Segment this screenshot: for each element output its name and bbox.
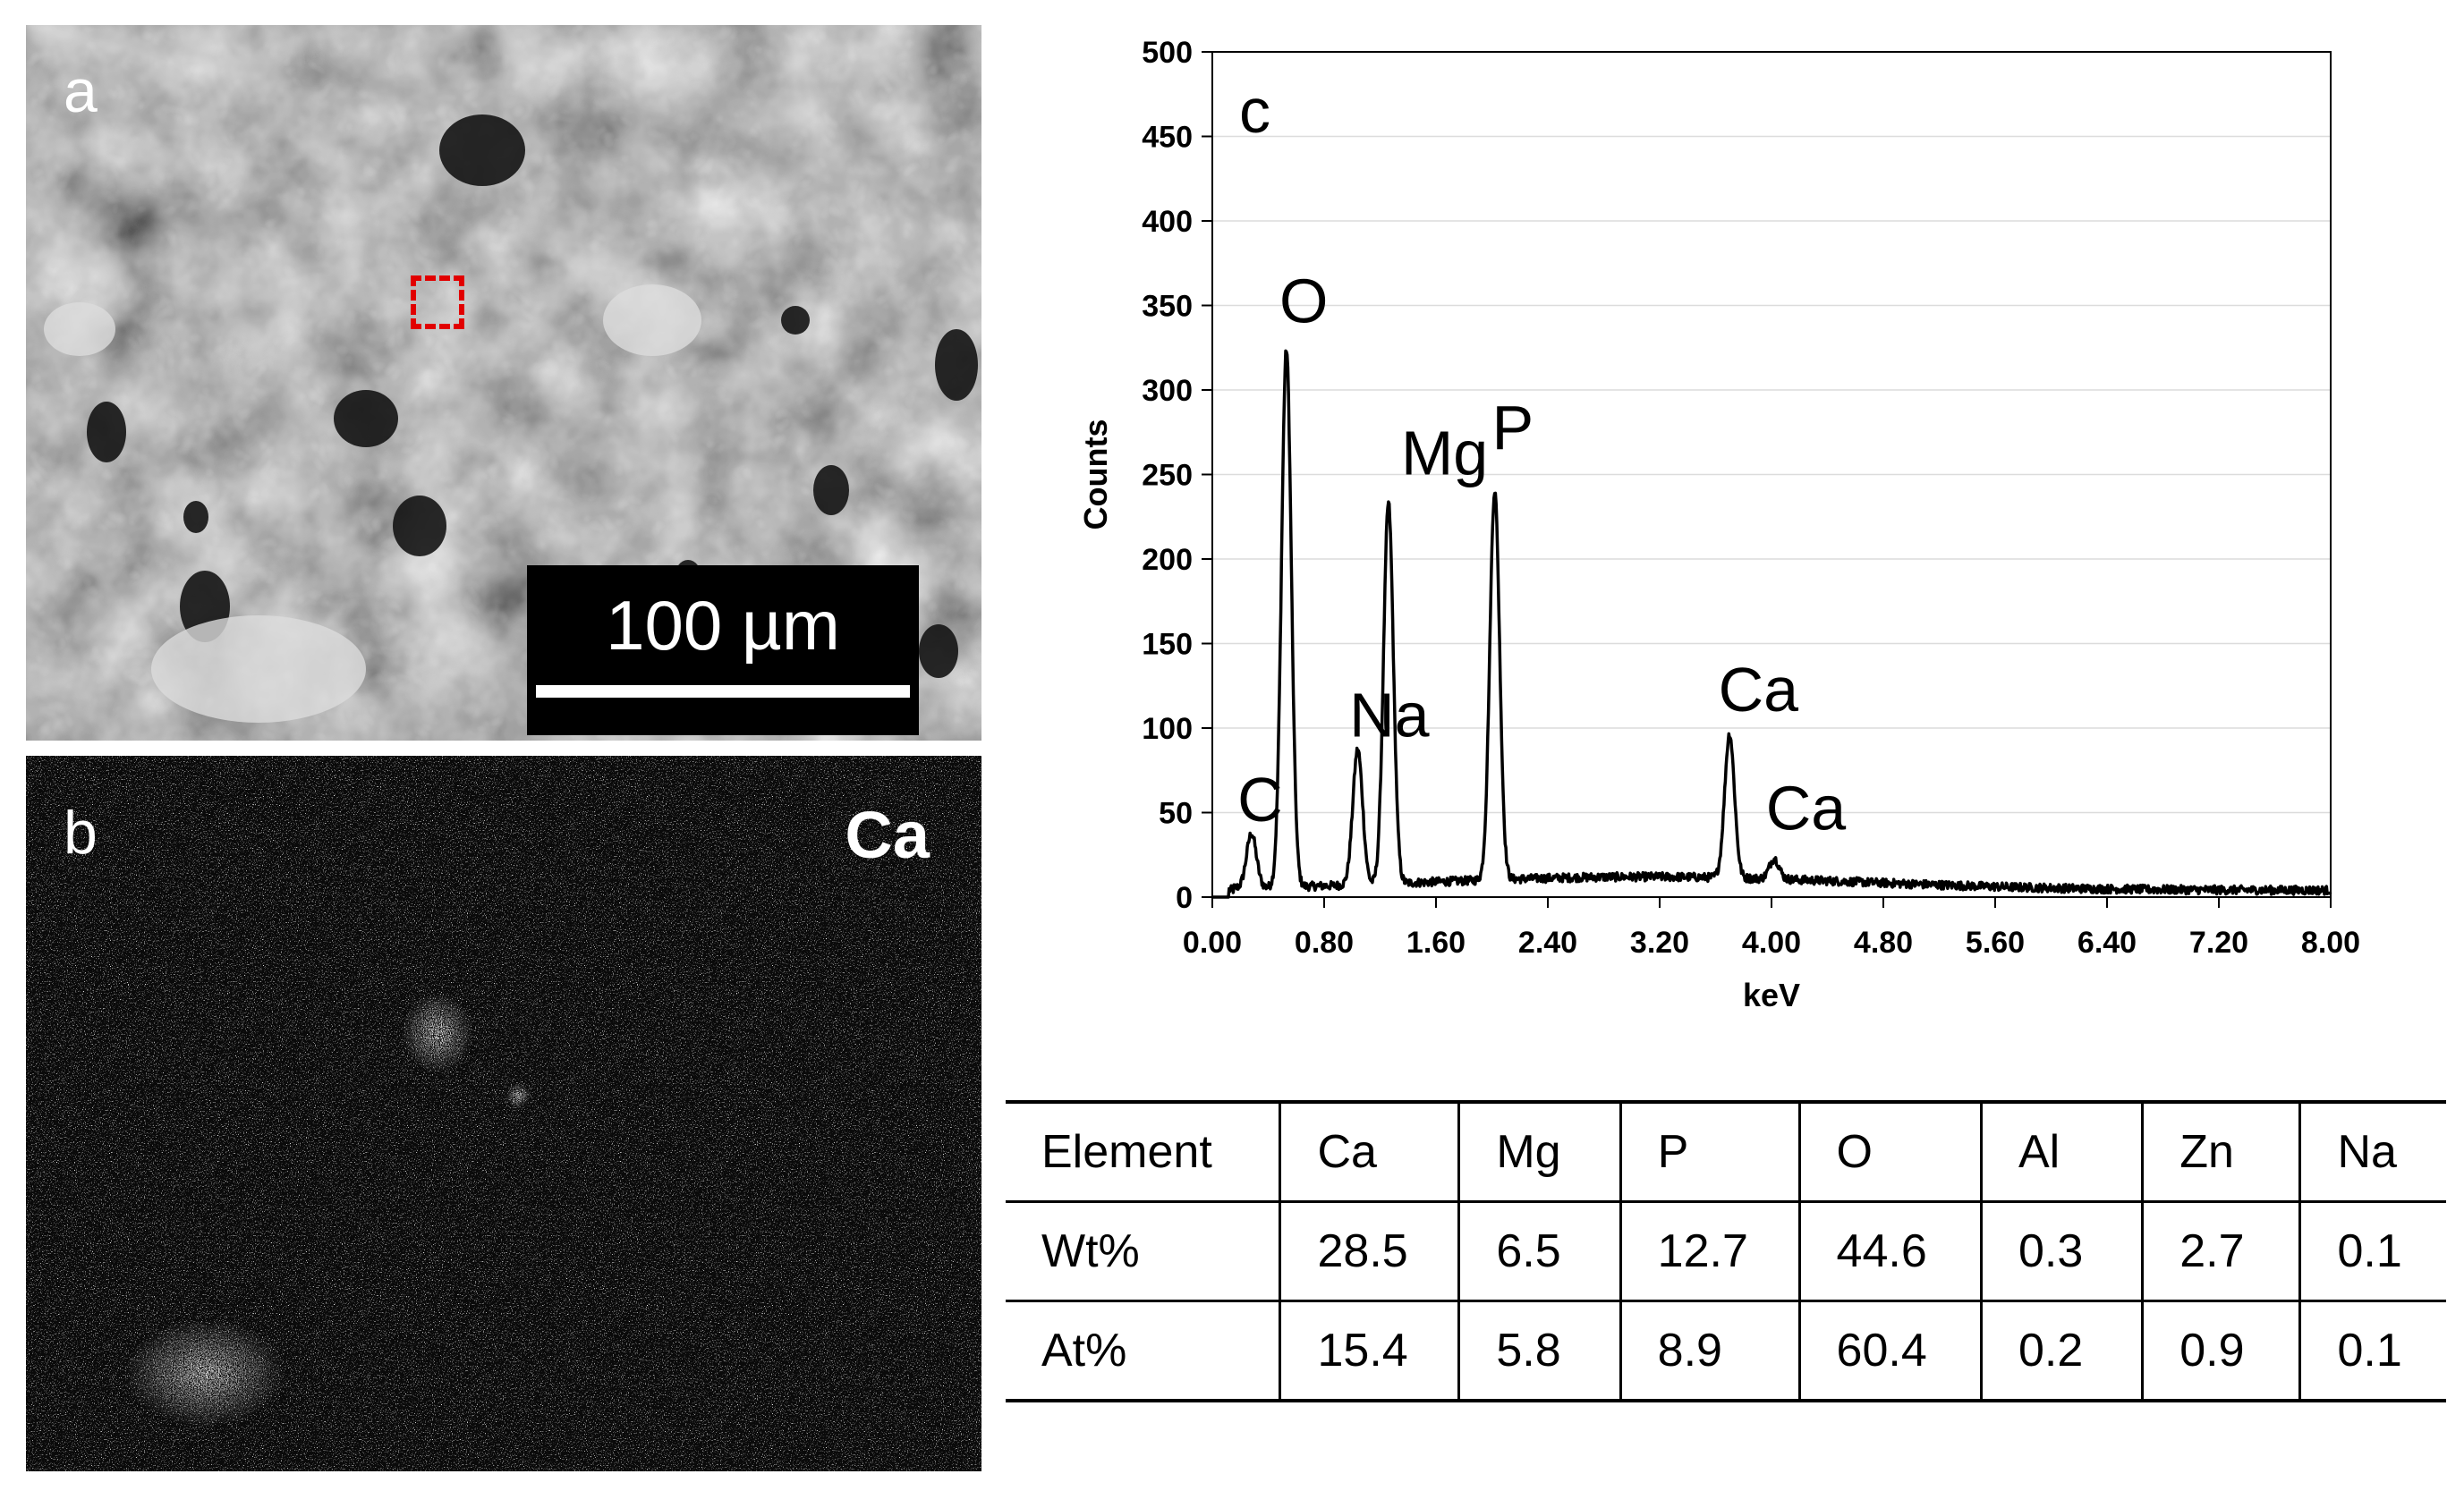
table-cell: 0.2	[1979, 1300, 2143, 1402]
table-header-cell: Mg	[1457, 1100, 1621, 1203]
y-tick-label: 250	[1142, 459, 1193, 493]
table-header-cell: O	[1797, 1100, 1982, 1203]
scale-bar-label: 100 µm	[606, 586, 840, 665]
table-cell: 0.1	[2298, 1300, 2446, 1402]
x-tick-label: 3.20	[1630, 926, 1689, 960]
panel-b-letter: b	[64, 799, 98, 867]
scale-bar	[536, 685, 910, 698]
x-tick-label: 7.20	[2189, 926, 2248, 960]
eds-spectrum-chart: 0 50 100 150 200 250 300 350 400 450 500 0.00 0.80 1.…	[1020, 18, 2464, 1038]
table-header-cell: Na	[2298, 1100, 2446, 1203]
x-tick-label: 0.80	[1295, 926, 1354, 960]
x-tick-label: 6.40	[2077, 926, 2137, 960]
table-header-cell: Al	[1979, 1100, 2143, 1203]
y-tick-label: 500	[1142, 36, 1193, 70]
table-cell: 12.7	[1619, 1201, 1800, 1302]
table-cell: 0.1	[2298, 1201, 2446, 1302]
table-header-row: Element Ca Mg P O Al Zn Na	[1006, 1100, 2446, 1203]
y-tick-label: 450	[1142, 121, 1193, 155]
x-tick-label: 2.40	[1518, 926, 1577, 960]
ca-map-element-label: Ca	[845, 798, 930, 872]
table-cell: 28.5	[1279, 1201, 1459, 1302]
spectrum-line	[1211, 349, 2332, 899]
table-cell: Wt%	[1006, 1201, 1280, 1302]
y-tick-label: 100	[1142, 712, 1193, 746]
peak-label: Na	[1349, 680, 1430, 750]
table-cell: 2.7	[2141, 1201, 2300, 1302]
table-header-cell: Zn	[2141, 1100, 2300, 1203]
scale-bar-box: 100 µm	[527, 565, 919, 735]
sem-micrograph-panel: a 100 µm	[26, 25, 981, 741]
x-tick-label: 5.60	[1966, 926, 2025, 960]
table-cell: 60.4	[1797, 1300, 1982, 1402]
y-axis-label: Counts	[1077, 419, 1114, 530]
x-tick-label: 4.00	[1742, 926, 1801, 960]
peak-label: C	[1237, 765, 1283, 834]
peak-label: Ca	[1719, 655, 1799, 724]
y-tick-label: 300	[1142, 374, 1193, 408]
selected-region-box	[411, 275, 464, 329]
table-cell: At%	[1006, 1300, 1280, 1402]
y-tick-label: 350	[1142, 290, 1193, 324]
table-row: At% 15.4 5.8 8.9 60.4 0.2 0.9 0.1	[1006, 1300, 2446, 1402]
peak-label: Ca	[1766, 773, 1847, 843]
table-header-cell: Ca	[1279, 1100, 1459, 1203]
table-cell: 5.8	[1457, 1300, 1621, 1402]
table-row: Wt% 28.5 6.5 12.7 44.6 0.3 2.7 0.1	[1006, 1201, 2446, 1302]
panel-a-letter: a	[64, 57, 98, 125]
y-tick-label: 200	[1142, 543, 1193, 577]
x-tick-label: 8.00	[2301, 926, 2360, 960]
sem-micrograph-image	[26, 25, 981, 741]
table-cell: 6.5	[1457, 1201, 1621, 1302]
table-cell: 0.9	[2141, 1300, 2300, 1402]
composition-table: Element Ca Mg P O Al Zn Na Wt% 28.5 6.5 12.7 44.6 0.3…	[1006, 1100, 2446, 1402]
y-tick-label: 0	[1176, 881, 1193, 915]
x-tick-label: 0.00	[1183, 926, 1242, 960]
table-cell: 0.3	[1979, 1201, 2143, 1302]
y-tick-label: 150	[1142, 628, 1193, 662]
eds-spectrum-svg: 0 50 100 150 200 250 300 350 400 450 500 0.00 0.80 1.…	[1077, 36, 2360, 1013]
table-cell: 15.4	[1279, 1300, 1459, 1402]
ca-element-map-panel: b Ca	[26, 756, 981, 1471]
peak-label: O	[1279, 266, 1328, 335]
table-cell: 44.6	[1797, 1201, 1982, 1302]
x-axis-label: keV	[1743, 977, 1800, 1013]
table-header-cell: P	[1619, 1100, 1800, 1203]
panel-c-letter: c	[1239, 76, 1270, 146]
x-tick-label: 1.60	[1406, 926, 1466, 960]
table-header-cell: Element	[1006, 1100, 1280, 1203]
peak-label: Mg	[1401, 419, 1488, 488]
y-tick-label: 50	[1159, 797, 1193, 831]
y-tick-label: 400	[1142, 205, 1193, 239]
table-cell: 8.9	[1619, 1300, 1800, 1402]
x-tick-label: 4.80	[1854, 926, 1913, 960]
ca-element-map-image	[26, 756, 981, 1471]
peak-label: P	[1492, 393, 1534, 462]
